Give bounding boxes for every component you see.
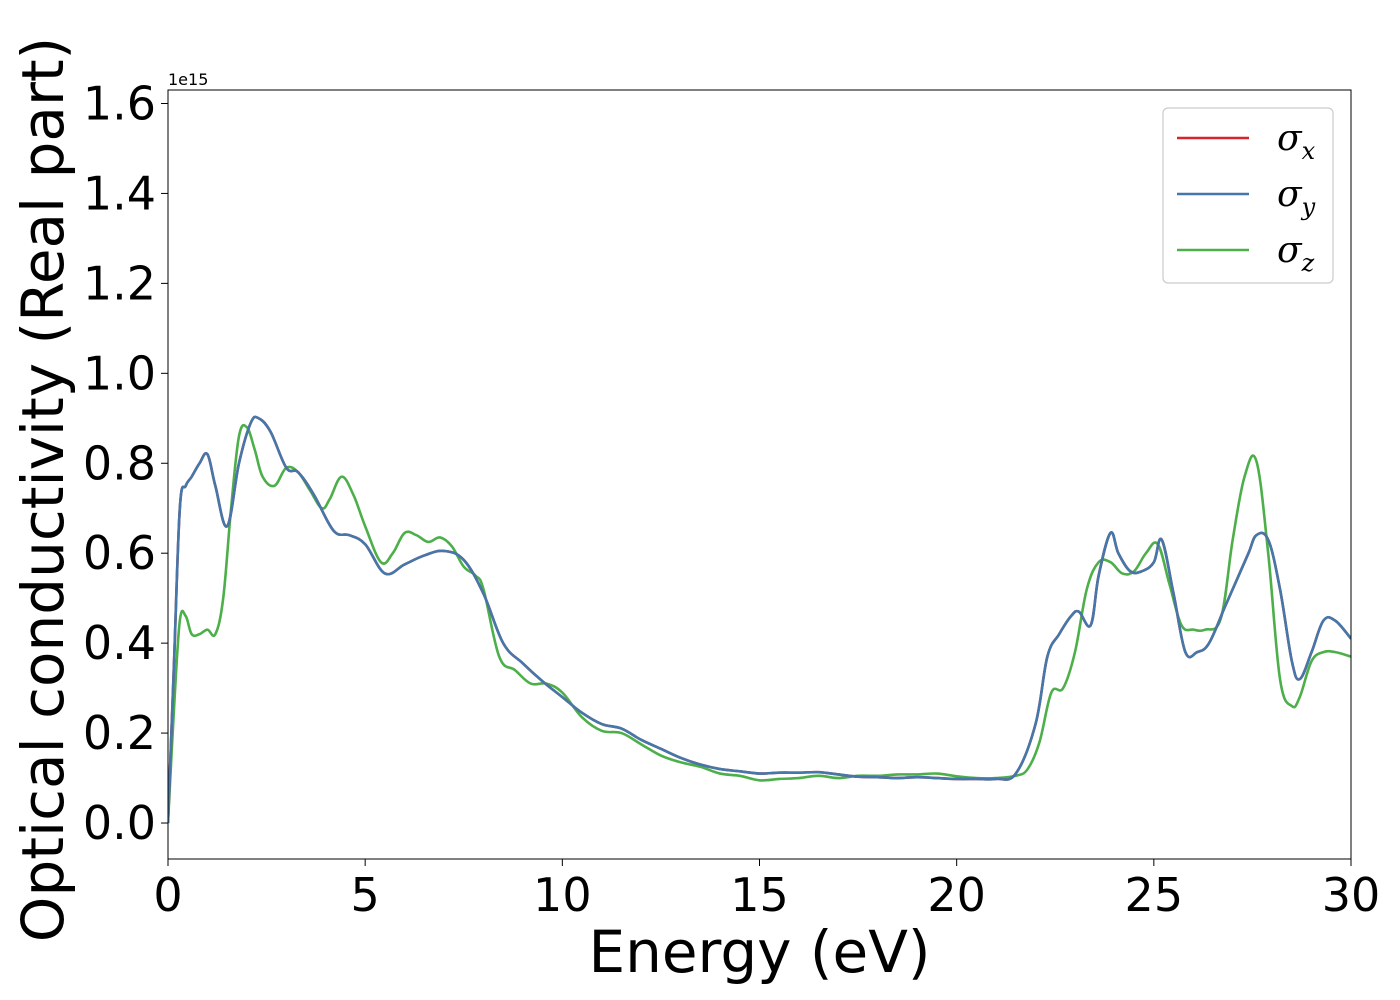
x-tick-label: 5 (351, 868, 380, 922)
y-tick-label: 0.0 (83, 796, 156, 850)
x-axis-title: Energy (eV) (588, 918, 930, 986)
series-line-y (168, 415, 1351, 824)
x-tick-label: 20 (927, 868, 986, 922)
legend: σx σy σz (1162, 107, 1334, 284)
x-tick-label: 15 (730, 868, 789, 922)
x-tick-label: 0 (153, 868, 182, 922)
y-tick-label: 0.8 (83, 436, 156, 490)
y-tick-label: 0.4 (83, 616, 156, 670)
legend-label-x: σx (1277, 118, 1316, 165)
legend-box (1162, 107, 1334, 284)
x-tick-label: 30 (1322, 868, 1381, 922)
legend-label-z: σz (1277, 230, 1315, 277)
y-offset-label: 1e15 (168, 70, 208, 89)
y-tick-label: 0.2 (83, 706, 156, 760)
plot-lines (168, 415, 1351, 824)
y-tick-label: 1.6 (83, 76, 156, 130)
x-tick-label: 25 (1125, 868, 1184, 922)
x-tick-label: 10 (533, 868, 592, 922)
x-ticks: 0 5 10 15 20 25 30 (153, 859, 1380, 922)
series-line-z (168, 423, 1351, 824)
y-axis-title: Optical conductivity (Real part) (9, 37, 77, 942)
y-tick-label: 1.2 (83, 256, 156, 310)
y-tick-label: 1.0 (83, 346, 156, 400)
y-tick-label: 1.4 (83, 166, 156, 220)
legend-label-y: σy (1277, 174, 1316, 221)
y-ticks: 0.0 0.2 0.4 0.6 0.8 1.0 1.2 1.4 1.6 (83, 76, 168, 850)
y-tick-label: 0.6 (83, 526, 156, 580)
